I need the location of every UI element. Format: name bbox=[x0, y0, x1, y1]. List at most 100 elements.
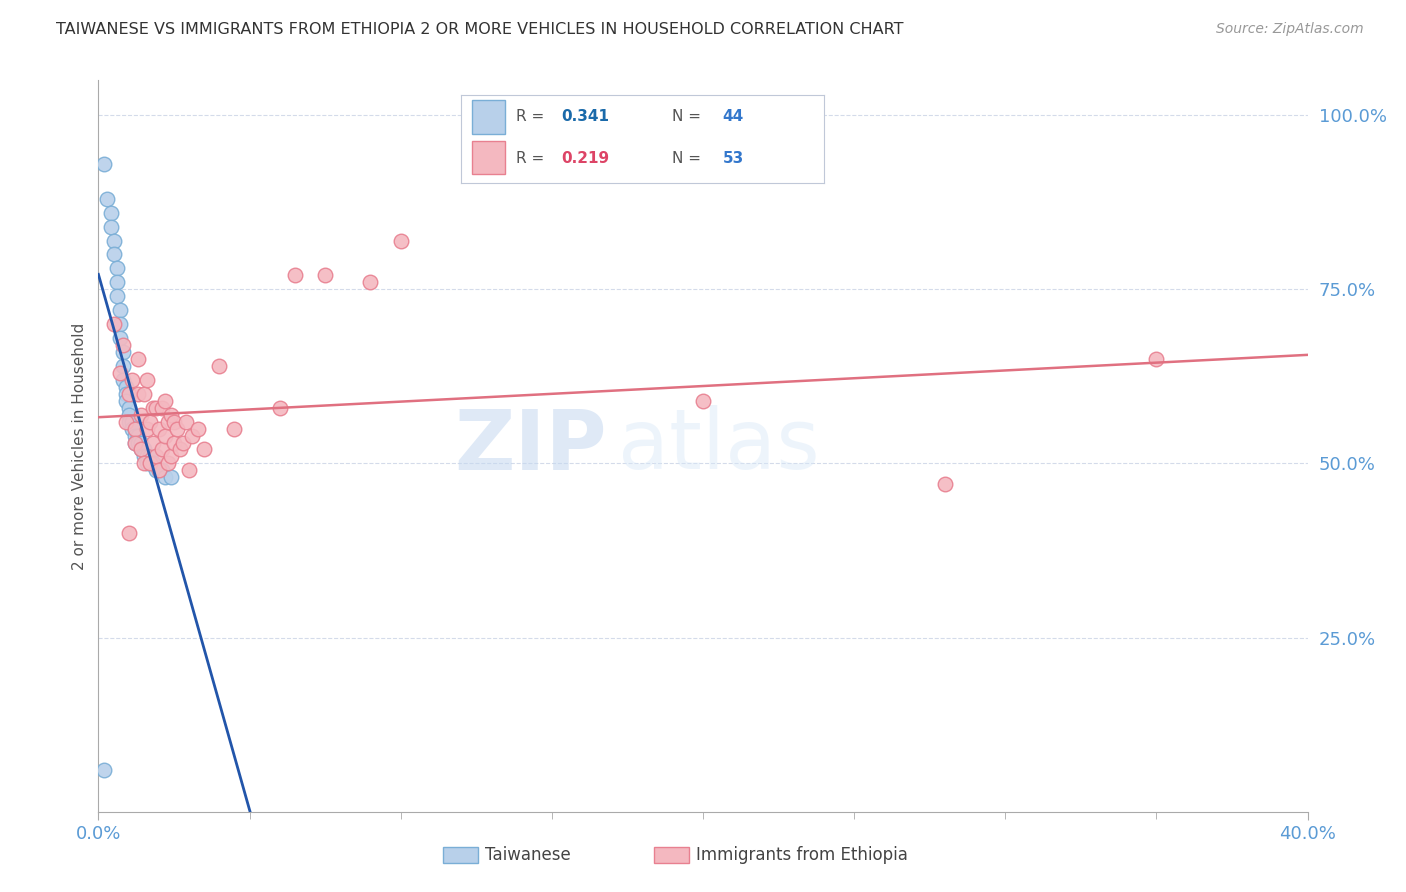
Point bbox=[118, 415, 141, 429]
Point bbox=[103, 317, 125, 331]
Point bbox=[105, 275, 128, 289]
Point bbox=[142, 401, 165, 415]
Point bbox=[114, 386, 136, 401]
Point bbox=[156, 457, 179, 471]
Point bbox=[142, 457, 165, 471]
Point bbox=[139, 450, 162, 464]
Point bbox=[132, 450, 155, 464]
Point bbox=[187, 421, 209, 435]
Point bbox=[118, 408, 141, 422]
Point bbox=[150, 442, 173, 457]
Point bbox=[118, 526, 141, 541]
Point bbox=[127, 386, 149, 401]
Point bbox=[124, 421, 146, 435]
Point bbox=[177, 463, 201, 477]
Point bbox=[148, 463, 170, 477]
Point bbox=[314, 268, 336, 283]
Point bbox=[1144, 351, 1167, 366]
Point bbox=[139, 415, 162, 429]
Point bbox=[127, 351, 149, 366]
Y-axis label: 2 or more Vehicles in Household: 2 or more Vehicles in Household bbox=[72, 322, 87, 570]
Point bbox=[153, 393, 176, 408]
Point bbox=[692, 393, 714, 408]
Point bbox=[124, 421, 146, 435]
Text: Source: ZipAtlas.com: Source: ZipAtlas.com bbox=[1216, 22, 1364, 37]
Point bbox=[100, 219, 122, 234]
Point bbox=[208, 359, 231, 373]
Point bbox=[93, 157, 115, 171]
Point bbox=[360, 275, 382, 289]
Point bbox=[181, 428, 204, 442]
Text: TAIWANESE VS IMMIGRANTS FROM ETHIOPIA 2 OR MORE VEHICLES IN HOUSEHOLD CORRELATIO: TAIWANESE VS IMMIGRANTS FROM ETHIOPIA 2 … bbox=[56, 22, 904, 37]
Point bbox=[114, 380, 136, 394]
Point bbox=[129, 442, 152, 457]
Point bbox=[142, 457, 165, 471]
Point bbox=[150, 463, 173, 477]
Point bbox=[163, 415, 186, 429]
Point bbox=[139, 457, 162, 471]
Point bbox=[127, 435, 149, 450]
Point bbox=[193, 442, 215, 457]
Point bbox=[108, 303, 131, 318]
Text: Immigrants from Ethiopia: Immigrants from Ethiopia bbox=[696, 847, 908, 864]
Point bbox=[103, 234, 125, 248]
Point bbox=[156, 415, 179, 429]
Text: Taiwanese: Taiwanese bbox=[485, 847, 571, 864]
Point bbox=[114, 393, 136, 408]
Point bbox=[169, 442, 191, 457]
Point bbox=[135, 373, 157, 387]
Point bbox=[111, 345, 134, 359]
Point bbox=[96, 192, 118, 206]
Point bbox=[108, 366, 131, 380]
Point bbox=[153, 470, 176, 484]
Point bbox=[145, 463, 167, 477]
Point bbox=[103, 247, 125, 261]
Point bbox=[132, 386, 155, 401]
Point bbox=[114, 415, 136, 429]
Point bbox=[142, 435, 165, 450]
Point bbox=[124, 435, 146, 450]
Point bbox=[148, 421, 170, 435]
Point bbox=[108, 317, 131, 331]
Point bbox=[934, 477, 956, 491]
Point bbox=[93, 763, 115, 777]
Point bbox=[118, 386, 141, 401]
Point bbox=[148, 463, 170, 477]
Point bbox=[105, 289, 128, 303]
Point bbox=[284, 268, 307, 283]
Point bbox=[105, 261, 128, 276]
Point bbox=[145, 450, 167, 464]
Point bbox=[100, 205, 122, 219]
Point bbox=[108, 331, 131, 345]
Point bbox=[121, 421, 143, 435]
Point bbox=[174, 415, 197, 429]
Point bbox=[129, 442, 152, 457]
Point bbox=[135, 450, 157, 464]
Text: ZIP: ZIP bbox=[454, 406, 606, 486]
Point bbox=[224, 421, 246, 435]
Point bbox=[111, 359, 134, 373]
Point bbox=[127, 428, 149, 442]
Point bbox=[129, 435, 152, 450]
Point bbox=[118, 401, 141, 415]
Text: atlas: atlas bbox=[619, 406, 820, 486]
Point bbox=[160, 450, 183, 464]
Point bbox=[145, 401, 167, 415]
Point bbox=[163, 435, 186, 450]
Point bbox=[135, 421, 157, 435]
Point bbox=[111, 373, 134, 387]
Point bbox=[150, 401, 173, 415]
Point bbox=[160, 408, 183, 422]
Point bbox=[124, 428, 146, 442]
Point bbox=[269, 401, 291, 415]
Point bbox=[111, 338, 134, 352]
Point bbox=[132, 457, 155, 471]
Point bbox=[166, 421, 188, 435]
Point bbox=[389, 234, 412, 248]
Point bbox=[153, 428, 176, 442]
Point bbox=[139, 457, 162, 471]
Point bbox=[172, 435, 194, 450]
Point bbox=[129, 408, 152, 422]
Point bbox=[124, 435, 146, 450]
Point bbox=[132, 442, 155, 457]
